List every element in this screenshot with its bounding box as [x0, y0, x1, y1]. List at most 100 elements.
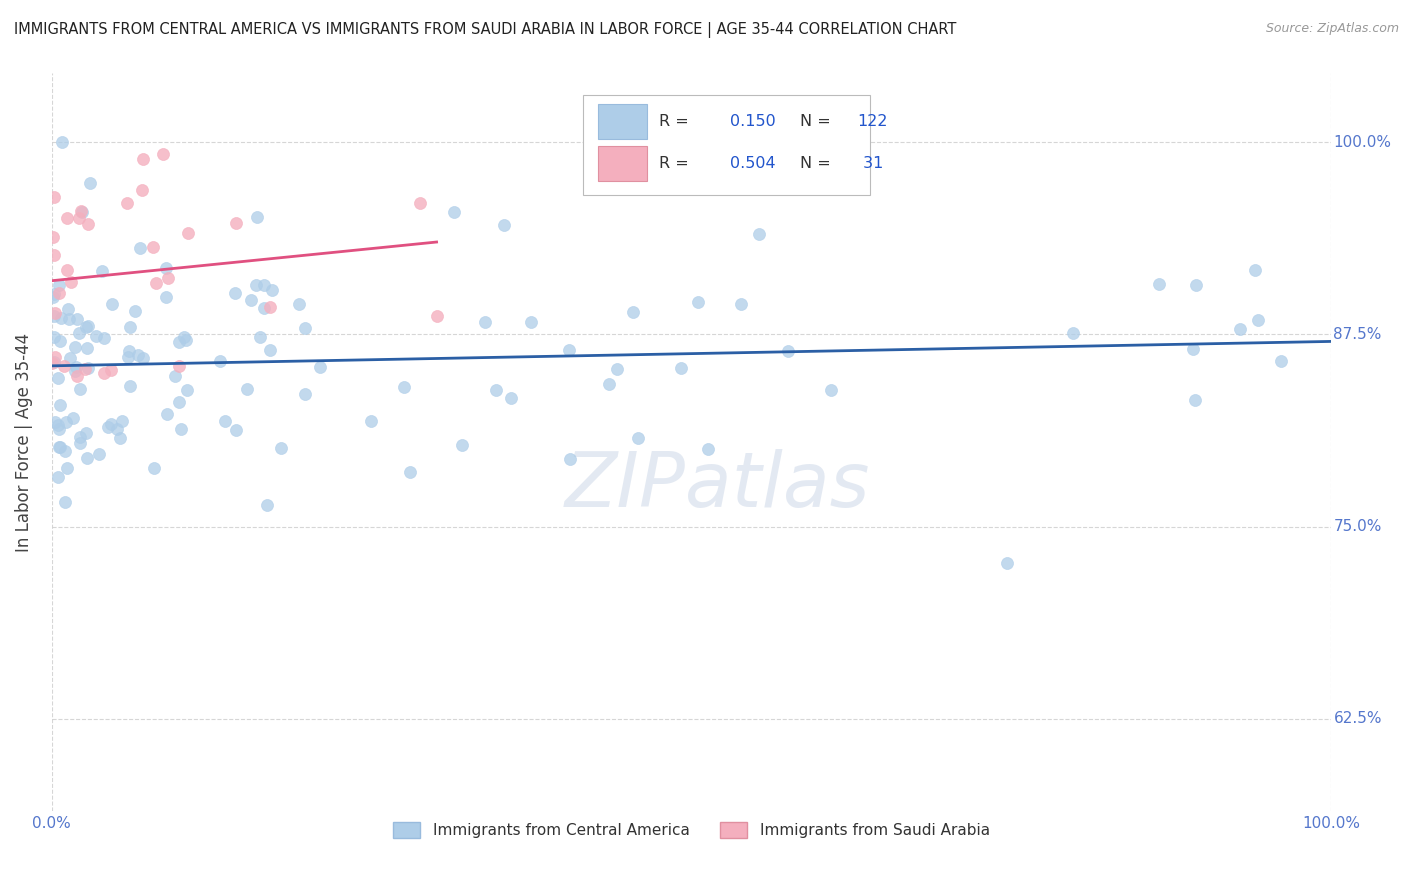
Point — [1147, 277, 1170, 291]
Point — [671, 361, 693, 376]
Point — [259, 301, 281, 315]
Point — [1270, 354, 1292, 368]
Point — [93, 331, 115, 345]
Point — [48, 422, 70, 436]
Point — [155, 290, 177, 304]
Text: 0.504: 0.504 — [730, 156, 775, 171]
Point — [443, 204, 465, 219]
Point — [49, 334, 72, 348]
Point — [748, 227, 770, 242]
Point — [65, 360, 87, 375]
Point — [69, 326, 91, 340]
Point — [558, 343, 581, 357]
Text: 100.0%: 100.0% — [1333, 135, 1392, 150]
Point — [62, 410, 84, 425]
Point — [360, 414, 382, 428]
Point — [176, 383, 198, 397]
Point — [167, 334, 190, 349]
Point — [115, 196, 138, 211]
Text: ZIPatlas: ZIPatlas — [564, 450, 869, 524]
Text: 31: 31 — [858, 156, 883, 171]
Point — [70, 204, 93, 219]
Point — [87, 447, 110, 461]
Point — [67, 211, 90, 225]
Point — [399, 465, 422, 479]
Point — [152, 147, 174, 161]
Point — [129, 240, 152, 254]
Point — [48, 440, 70, 454]
Point — [60, 275, 83, 289]
Point — [46, 371, 69, 385]
Point — [131, 183, 153, 197]
Point — [408, 196, 430, 211]
Point — [100, 363, 122, 377]
Point — [253, 277, 276, 292]
Point — [142, 240, 165, 254]
Point — [485, 384, 508, 398]
Text: Source: ZipAtlas.com: Source: ZipAtlas.com — [1265, 22, 1399, 36]
Point — [48, 440, 70, 454]
FancyBboxPatch shape — [598, 146, 647, 181]
Point — [156, 407, 179, 421]
Point — [44, 309, 66, 323]
Text: 75.0%: 75.0% — [1333, 519, 1382, 534]
Point — [56, 460, 79, 475]
Point — [256, 498, 278, 512]
Point — [56, 263, 79, 277]
Point — [236, 382, 259, 396]
Point — [53, 494, 76, 508]
Point — [1229, 322, 1251, 336]
Point — [105, 422, 128, 436]
Point — [225, 423, 247, 437]
Point — [69, 382, 91, 396]
Point — [76, 450, 98, 465]
Point — [697, 442, 720, 456]
Point — [627, 431, 650, 445]
Point — [76, 341, 98, 355]
Point — [131, 153, 153, 167]
Point — [394, 380, 416, 394]
Point — [42, 287, 65, 301]
Point — [42, 355, 65, 369]
Point — [69, 430, 91, 444]
Point — [686, 295, 709, 310]
Point — [730, 297, 752, 311]
Point — [173, 330, 195, 344]
Point — [245, 278, 267, 293]
Text: N =: N = — [800, 156, 831, 171]
Point — [75, 426, 97, 441]
Point — [77, 217, 100, 231]
FancyBboxPatch shape — [598, 104, 647, 139]
Point — [91, 264, 114, 278]
Point — [42, 190, 65, 204]
Point — [294, 387, 316, 401]
Point — [58, 311, 80, 326]
Point — [142, 461, 165, 475]
Point — [174, 333, 197, 347]
Point — [117, 350, 139, 364]
Point — [288, 297, 311, 311]
Point — [1184, 392, 1206, 407]
Point — [156, 271, 179, 285]
Point — [995, 556, 1018, 570]
Text: R =: R = — [659, 114, 689, 129]
Text: 122: 122 — [858, 114, 889, 129]
Point — [84, 328, 107, 343]
Point — [558, 452, 581, 467]
Text: 0.150: 0.150 — [730, 114, 775, 129]
Point — [63, 364, 86, 378]
Point — [118, 378, 141, 392]
Text: R =: R = — [659, 156, 689, 171]
Point — [118, 343, 141, 358]
Point — [76, 360, 98, 375]
Point — [621, 305, 644, 319]
Point — [118, 319, 141, 334]
Point — [492, 219, 515, 233]
Point — [249, 330, 271, 344]
Text: IMMIGRANTS FROM CENTRAL AMERICA VS IMMIGRANTS FROM SAUDI ARABIA IN LABOR FORCE |: IMMIGRANTS FROM CENTRAL AMERICA VS IMMIG… — [14, 22, 956, 38]
Point — [49, 311, 72, 326]
Point — [124, 303, 146, 318]
Point — [111, 414, 134, 428]
Point — [1181, 342, 1204, 356]
Point — [167, 359, 190, 373]
